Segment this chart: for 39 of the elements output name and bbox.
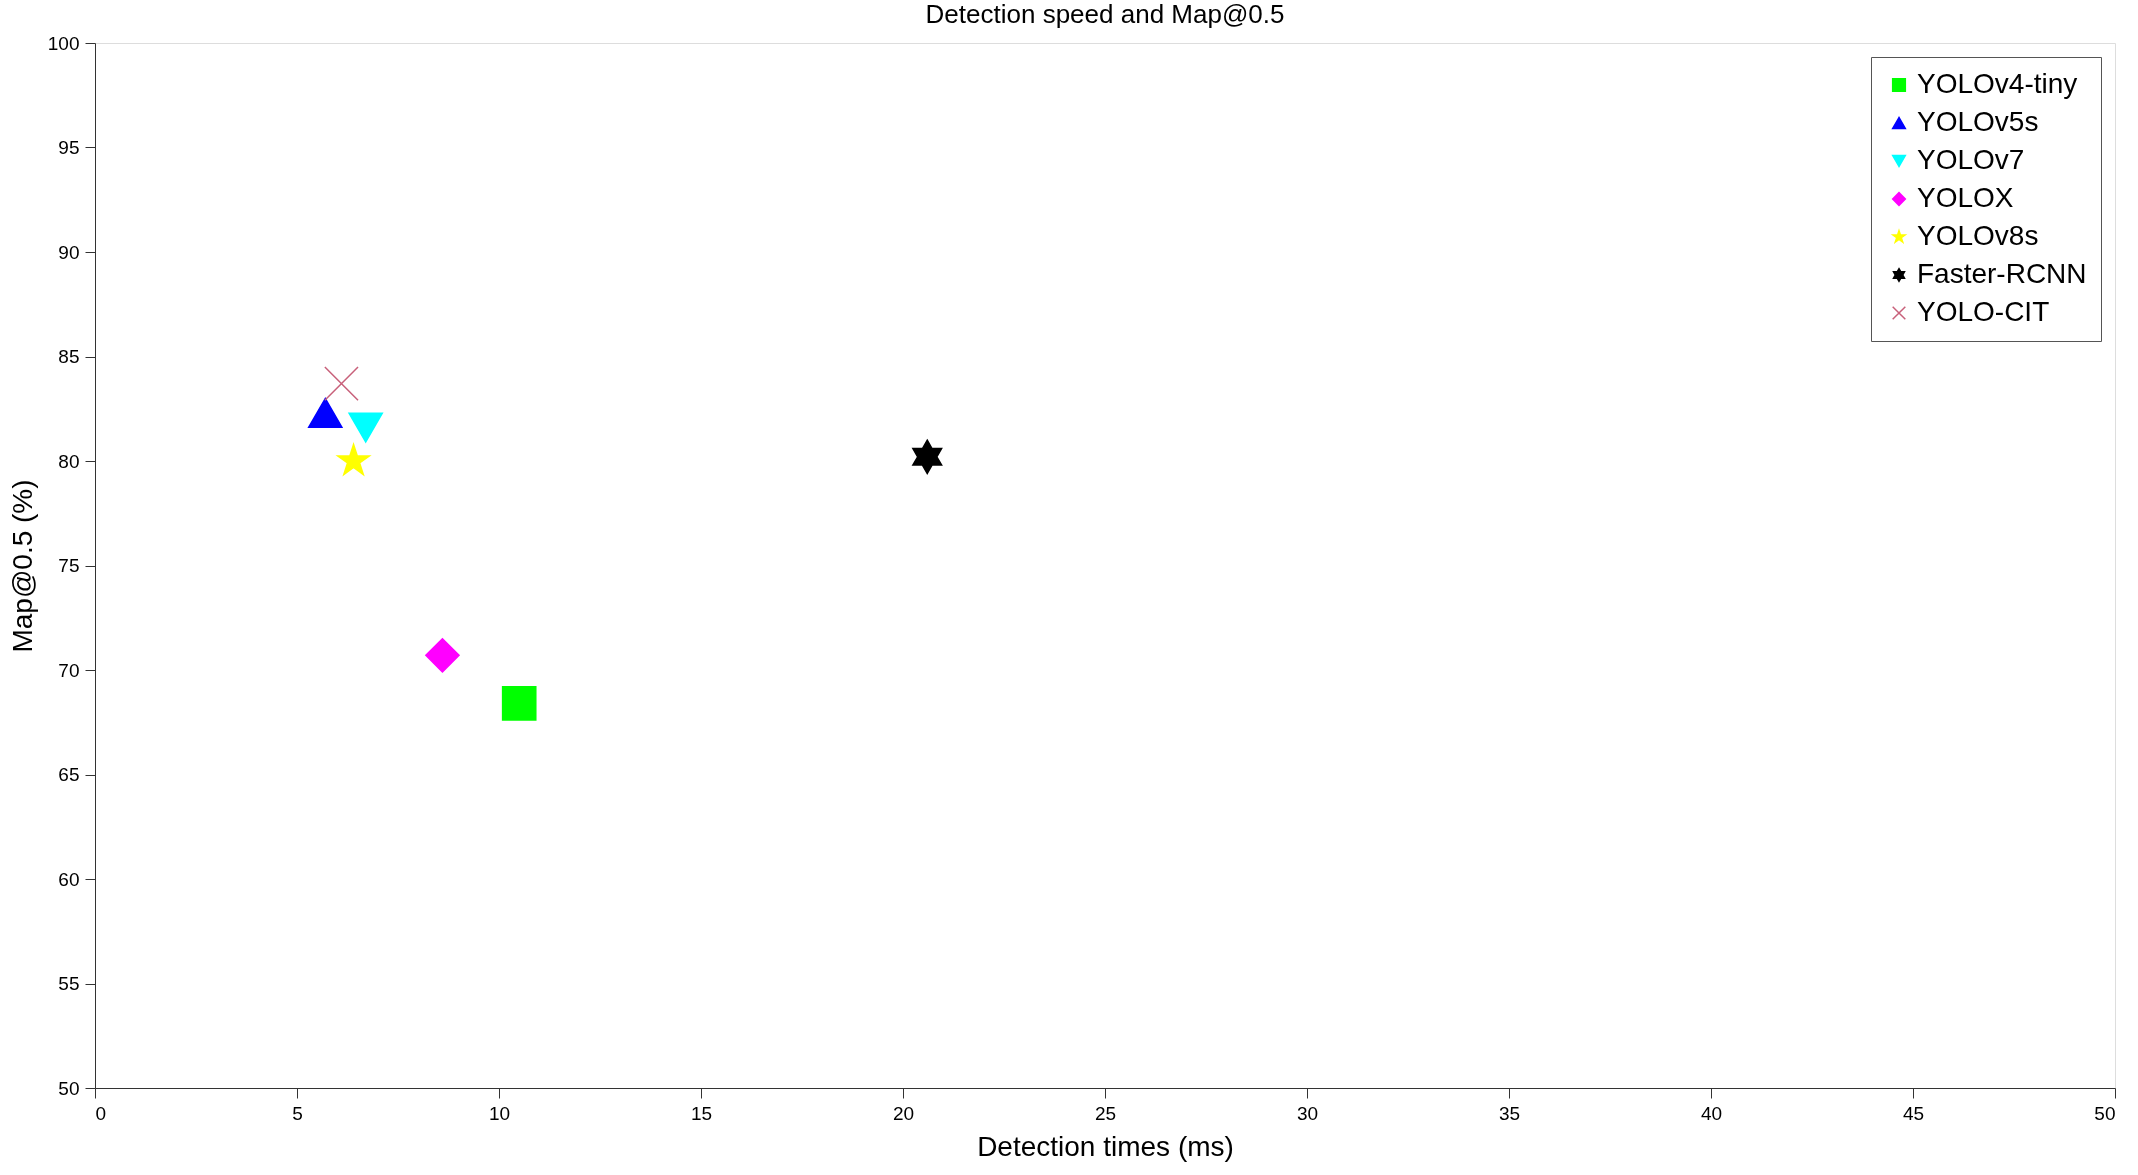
- y-tick-label: 95: [58, 137, 80, 158]
- point: [337, 443, 371, 476]
- y-tick-label: 90: [58, 241, 80, 263]
- x-tick-label: 45: [1902, 1102, 1925, 1124]
- x-tick-label: 30: [1296, 1102, 1319, 1124]
- point: [307, 397, 343, 429]
- legend-label: YOLOv7: [1917, 144, 2025, 175]
- y-tick-label: 70: [58, 659, 80, 681]
- x-tick-label: 15: [690, 1102, 713, 1124]
- legend-label: YOLOv8s: [1917, 220, 2039, 251]
- y-tick-label: 60: [58, 868, 80, 890]
- x-tick-label: 40: [1700, 1102, 1723, 1124]
- x-tick-label: 35: [1498, 1102, 1521, 1124]
- legend-label: YOLOv4-tiny: [1917, 68, 2078, 99]
- x-tick-label: 5: [292, 1102, 303, 1124]
- y-tick-label: 85: [58, 346, 80, 367]
- point: [324, 366, 359, 401]
- y-tick-label: 55: [58, 973, 80, 994]
- x-tick-label: 10: [488, 1102, 511, 1124]
- point: [425, 638, 460, 673]
- x-tick-label: 25: [1094, 1102, 1117, 1124]
- point: [912, 439, 943, 475]
- y-tick-label: 80: [58, 450, 80, 472]
- x-axis-title: Detection times (ms): [977, 1130, 1234, 1162]
- chart-title: Detection speed and Map@0.5: [925, 0, 1285, 29]
- point: [348, 412, 384, 443]
- x-tick-label: 0: [95, 1102, 107, 1124]
- y-axis-title: Map@0.5 (%): [6, 479, 38, 653]
- legend-label: YOLO-CIT: [1917, 296, 2050, 327]
- x-tick-label: 50: [2094, 1102, 2116, 1124]
- y-tick-label: 65: [58, 764, 80, 785]
- legend-label: YOLOX: [1917, 182, 2014, 213]
- y-tick-label: 75: [58, 555, 80, 576]
- y-tick-label: 100: [47, 32, 80, 54]
- legend-label: YOLOv5s: [1917, 106, 2039, 137]
- y-tick-label: 50: [58, 1077, 80, 1099]
- legend-label: Faster-RCNN: [1917, 258, 2087, 289]
- x-tick-label: 20: [892, 1102, 915, 1124]
- point: [501, 686, 537, 721]
